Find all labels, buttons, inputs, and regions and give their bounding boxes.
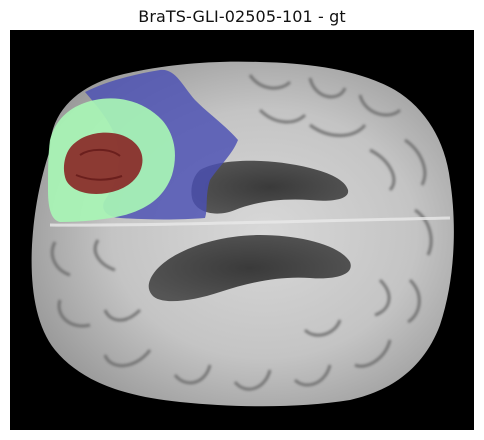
midline-fissure	[49, 216, 451, 227]
sulci-texture	[50, 74, 433, 391]
lateral-ventricle-upper	[191, 160, 349, 214]
mri-slice-svg	[10, 30, 474, 430]
mri-scan-image	[10, 30, 474, 430]
lateral-ventricle-lower	[148, 235, 351, 302]
necrotic-core-texture	[79, 148, 121, 157]
necrotic-core-texture-2	[75, 174, 123, 181]
figure-title: BraTS-GLI-02505-101 - gt	[138, 7, 346, 26]
necrotic-core-region	[63, 132, 143, 194]
